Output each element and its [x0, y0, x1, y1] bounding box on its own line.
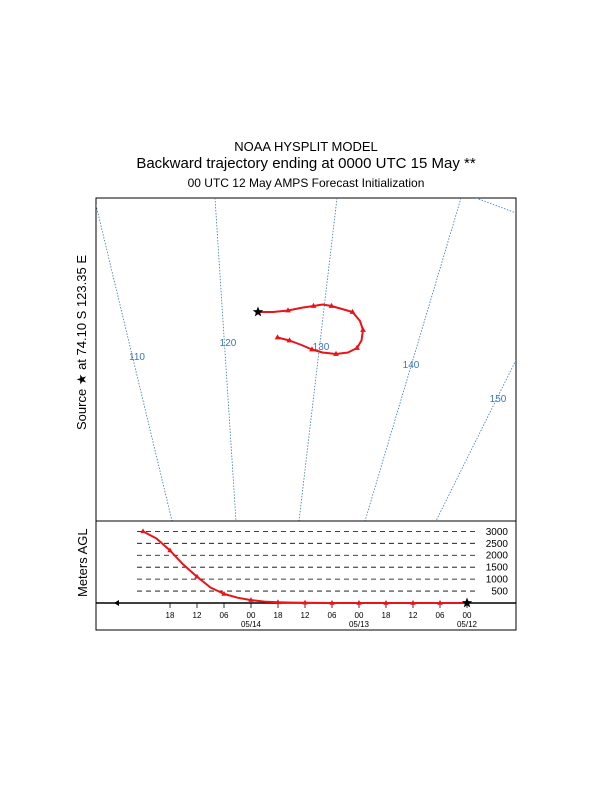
- height-trajectory-point-18: [383, 600, 389, 605]
- map-trajectory-point-18: [286, 337, 293, 343]
- height-trajectory-point-4: [194, 573, 200, 579]
- trajectory-title: Backward trajectory ending at 0000 UTC 1…: [136, 155, 476, 172]
- time-tick-label-0: 18: [166, 611, 175, 620]
- meridian-label-130: 130: [313, 342, 330, 353]
- height-trajectory-point-2: [167, 547, 173, 553]
- time-tick-label-5: 12: [301, 611, 310, 620]
- map-trajectory-point-6: [328, 302, 335, 308]
- source-label: Source ★ at 74.10 S 123.35 E: [74, 255, 89, 430]
- meridian-line-1: [214, 198, 237, 521]
- map-trajectory-point-4: [310, 302, 317, 308]
- height-label-2500: 2500: [486, 539, 509, 550]
- time-tick-label-9: 12: [409, 611, 418, 620]
- meridian-label-140: 140: [403, 360, 420, 371]
- init-subtitle: 00 UTC 12 May AMPS Forecast Initializati…: [187, 176, 425, 190]
- meridian-label-110: 110: [129, 352, 145, 363]
- height-trajectory-point-22: [437, 600, 443, 605]
- date-label-0: 05/14: [241, 620, 262, 629]
- height-label-1500: 1500: [486, 563, 509, 574]
- map-trajectory-point-16: [309, 346, 315, 352]
- height-trajectory-point-12: [302, 599, 308, 605]
- source-star-icon: [252, 306, 264, 317]
- meridian-line-4: [435, 359, 516, 521]
- meters-agl-label: Meters AGL: [75, 528, 90, 597]
- time-tick-label-11: 00: [463, 611, 472, 620]
- height-trajectory-point-20: [410, 600, 416, 605]
- height-label-1000: 1000: [486, 575, 509, 586]
- height-label-2000: 2000: [486, 551, 509, 562]
- height-label-3000: 3000: [486, 527, 509, 538]
- model-title: NOAA HYSPLIT MODEL: [234, 139, 378, 154]
- time-tick-label-4: 18: [274, 611, 283, 620]
- map-trajectory-line: [258, 303, 364, 355]
- map-trajectory-point-8: [349, 308, 356, 314]
- height-trajectory-point-6: [221, 590, 227, 596]
- map-frame: [95, 197, 517, 522]
- height-trajectory-point-8: [248, 597, 254, 602]
- meridian-label-150: 150: [490, 394, 507, 405]
- vertical-source-star-icon: [461, 597, 473, 608]
- height-trajectory-point-16: [356, 600, 362, 605]
- meridian-line-0: [96, 204, 173, 521]
- height-trajectory-point-0: [140, 528, 146, 534]
- map-panel: 110 120 130 140 150: [95, 197, 517, 522]
- left-arrow-icon: [114, 600, 119, 606]
- meridian-line-5: [475, 198, 516, 214]
- height-trajectory-point-10: [275, 599, 281, 605]
- time-tick-label-1: 12: [193, 611, 202, 620]
- map-trajectory-point-14: [333, 350, 339, 356]
- date-label-1: 05/13: [349, 620, 370, 629]
- map-trajectory-point-12: [354, 344, 360, 350]
- date-label-2: 05/12: [457, 620, 478, 629]
- time-tick-label-6: 06: [328, 611, 337, 620]
- map-trajectory-point-10: [360, 326, 366, 332]
- map-trajectory-point-19: [274, 334, 281, 340]
- meridian-line-2: [298, 198, 338, 521]
- time-tick-label-8: 18: [382, 611, 391, 620]
- height-trajectory-point-14: [329, 600, 335, 605]
- time-tick-label-7: 00: [355, 611, 364, 620]
- time-tick-label-10: 06: [436, 611, 445, 620]
- time-tick-label-2: 06: [220, 611, 229, 620]
- vertical-frame: [95, 520, 517, 631]
- meridian-grid: [96, 198, 516, 521]
- map-trajectory-point-2: [285, 307, 291, 313]
- meridian-line-3: [364, 198, 462, 521]
- height-label-500: 500: [491, 587, 508, 598]
- time-tick-label-3: 00: [247, 611, 256, 620]
- meridian-label-120: 120: [220, 338, 237, 349]
